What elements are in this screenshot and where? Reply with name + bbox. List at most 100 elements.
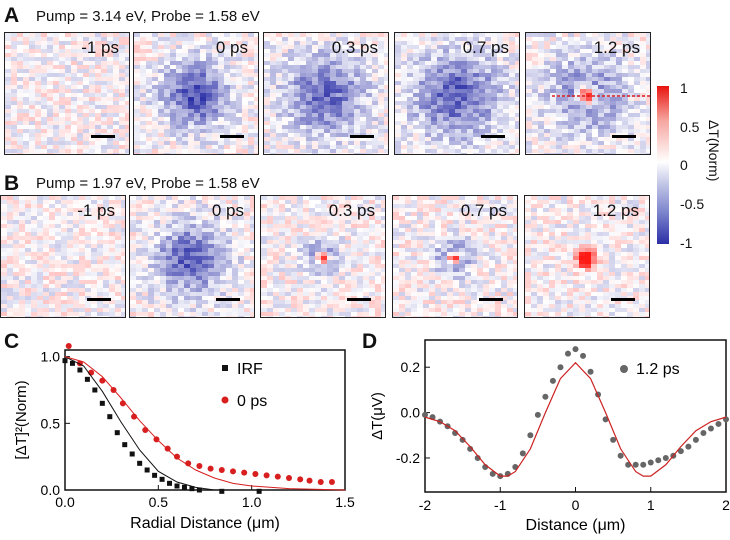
- tem-frame: -1 ps: [0, 195, 126, 318]
- colorbar-tick: -1: [680, 235, 693, 251]
- legend-label: 1.2 ps: [636, 361, 680, 378]
- data-point: [137, 460, 143, 466]
- data-point: [256, 488, 262, 494]
- x-axis-label: Distance (μm): [526, 517, 626, 534]
- scale-bar: [91, 135, 115, 138]
- data-point: [286, 475, 292, 481]
- scale-bar: [220, 135, 244, 138]
- data-point: [152, 472, 158, 478]
- fit-curve: [424, 361, 727, 477]
- y-axis-label: [ΔT]²(Norm): [13, 380, 30, 459]
- tem-frame: 0 ps: [133, 32, 259, 155]
- data-point: [610, 436, 617, 443]
- tem-frame: 0.7 ps: [392, 195, 518, 318]
- panel-a-label: A: [4, 4, 20, 27]
- legend-marker: [222, 365, 228, 371]
- data-point: [306, 477, 313, 484]
- data-point: [99, 400, 105, 406]
- colorbar: [657, 86, 669, 244]
- legend-label: IRF: [237, 361, 263, 378]
- data-point: [185, 460, 192, 467]
- frame-time-label: 0.3 ps: [331, 38, 378, 57]
- plot-frame: [64, 349, 346, 491]
- data-point: [527, 432, 534, 439]
- data-point: [189, 486, 195, 492]
- data-point: [662, 454, 669, 461]
- data-point: [474, 454, 481, 461]
- tem-frame: 0.3 ps: [263, 32, 389, 155]
- scale-bar: [479, 298, 503, 301]
- data-point: [564, 350, 571, 357]
- tem-frame: -1 ps: [4, 32, 130, 155]
- data-point: [557, 364, 564, 371]
- tem-frame: 1.2 ps: [525, 32, 651, 155]
- panel-c-label: C: [4, 330, 20, 353]
- frame-time-label: -1 ps: [81, 38, 119, 57]
- data-point: [122, 442, 128, 448]
- legend-marker: [620, 365, 628, 373]
- legend-label: 0 ps: [237, 393, 267, 410]
- data-point: [617, 452, 624, 459]
- data-point: [107, 414, 113, 420]
- data-point: [174, 453, 180, 460]
- data-point: [62, 358, 68, 364]
- fit-curve: [64, 356, 346, 491]
- fit-curve: [64, 356, 345, 491]
- x-tick-label: 0.5: [149, 494, 169, 510]
- data-point: [99, 377, 106, 384]
- frame-time-label: 0.3 ps: [328, 201, 375, 220]
- scale-bar: [216, 298, 240, 301]
- y-tick-label: 0.0: [41, 482, 61, 498]
- tem-frame: 0.3 ps: [260, 195, 386, 318]
- data-point: [219, 488, 225, 494]
- data-point: [467, 445, 474, 452]
- data-point: [572, 346, 579, 353]
- y-tick-label: 0.2: [401, 359, 421, 375]
- data-point: [692, 436, 699, 443]
- data-point: [640, 461, 647, 468]
- frame-time-label: 0 ps: [211, 201, 244, 220]
- data-point: [69, 360, 75, 366]
- data-point: [218, 467, 225, 473]
- frame-time-label: 1.2 ps: [592, 201, 639, 220]
- data-point: [715, 420, 722, 427]
- data-point: [241, 469, 248, 476]
- frame-time-label: 0 ps: [215, 38, 248, 57]
- data-point: [181, 484, 187, 490]
- data-point: [142, 427, 149, 433]
- data-point: [549, 377, 556, 384]
- panel-b-label: B: [4, 172, 20, 195]
- scale-bar: [347, 298, 371, 301]
- colorbar-tick: 0: [680, 157, 688, 173]
- data-point: [602, 416, 609, 423]
- x-tick-label: -2: [419, 497, 432, 513]
- data-point: [129, 451, 135, 457]
- data-point: [174, 483, 180, 489]
- data-point: [632, 461, 639, 468]
- data-point: [700, 430, 707, 437]
- data-point: [207, 465, 214, 472]
- frame-time-label: 0.7 ps: [460, 201, 507, 220]
- data-point: [580, 352, 587, 359]
- data-point: [587, 368, 594, 375]
- data-point: [542, 393, 549, 400]
- data-point: [92, 387, 98, 393]
- data-point: [647, 459, 654, 466]
- data-point: [328, 479, 335, 485]
- colorbar-label: ΔT(Norm): [706, 120, 722, 182]
- frame-time-label: 0.7 ps: [462, 38, 509, 57]
- y-tick-label: 0.5: [41, 415, 61, 431]
- data-point: [84, 376, 90, 382]
- data-point: [317, 479, 324, 485]
- data-point: [519, 450, 526, 457]
- tem-frame: 0.7 ps: [394, 32, 520, 155]
- frame-time-label: 1.2 ps: [593, 38, 640, 57]
- data-point: [685, 443, 692, 450]
- scale-bar: [87, 298, 111, 301]
- panel-b-condition: Pump = 1.97 eV, Probe = 1.58 eV: [36, 175, 260, 192]
- panel-a-condition: Pump = 3.14 eV, Probe = 1.58 eV: [36, 8, 260, 25]
- x-tick-label: 2: [722, 497, 730, 513]
- y-tick-label: 0.0: [401, 405, 421, 421]
- data-point: [655, 457, 662, 464]
- data-point: [489, 470, 496, 477]
